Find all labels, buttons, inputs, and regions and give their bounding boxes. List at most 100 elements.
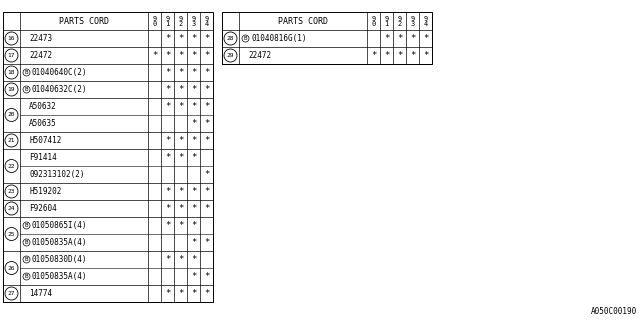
Text: A050C00190: A050C00190 <box>591 307 637 316</box>
Text: *: * <box>191 221 196 230</box>
Text: 9: 9 <box>410 16 415 22</box>
Text: 22473: 22473 <box>29 34 52 43</box>
Text: *: * <box>165 255 170 264</box>
Bar <box>222 12 432 64</box>
Text: *: * <box>204 238 209 247</box>
Bar <box>3 12 213 302</box>
Text: PARTS CORD: PARTS CORD <box>278 17 328 26</box>
Text: *: * <box>191 102 196 111</box>
Text: 14774: 14774 <box>29 289 52 298</box>
Text: *: * <box>191 68 196 77</box>
Text: F91414: F91414 <box>29 153 57 162</box>
Text: 3: 3 <box>191 21 196 27</box>
Text: 27: 27 <box>8 291 15 296</box>
Text: 22: 22 <box>8 164 15 169</box>
Text: *: * <box>410 51 415 60</box>
Text: *: * <box>178 102 183 111</box>
Text: F92604: F92604 <box>29 204 57 213</box>
Text: 26: 26 <box>8 266 15 270</box>
Text: *: * <box>204 272 209 281</box>
Text: 9: 9 <box>371 16 376 22</box>
Text: *: * <box>371 51 376 60</box>
Text: *: * <box>178 34 183 43</box>
Text: *: * <box>204 68 209 77</box>
Text: 18: 18 <box>8 70 15 75</box>
Text: *: * <box>178 221 183 230</box>
Text: 9: 9 <box>397 16 402 22</box>
Text: 3: 3 <box>410 21 415 27</box>
Text: *: * <box>204 289 209 298</box>
Text: *: * <box>165 85 170 94</box>
Text: 01040640C(2): 01040640C(2) <box>32 68 88 77</box>
Text: *: * <box>191 289 196 298</box>
Text: 19: 19 <box>8 87 15 92</box>
Text: 01050830D(4): 01050830D(4) <box>32 255 88 264</box>
Text: 2: 2 <box>397 21 402 27</box>
Text: 20: 20 <box>8 113 15 117</box>
Text: A50635: A50635 <box>29 119 57 128</box>
Text: 9: 9 <box>179 16 182 22</box>
Text: 01040816G(1): 01040816G(1) <box>251 34 307 43</box>
Text: *: * <box>204 102 209 111</box>
Text: 0: 0 <box>152 21 157 27</box>
Text: 9: 9 <box>424 16 428 22</box>
Text: *: * <box>191 204 196 213</box>
Text: B: B <box>25 70 28 75</box>
Text: *: * <box>165 187 170 196</box>
Text: 0: 0 <box>371 21 376 27</box>
Text: *: * <box>178 153 183 162</box>
Text: *: * <box>191 34 196 43</box>
Text: 01040632C(2): 01040632C(2) <box>32 85 88 94</box>
Text: *: * <box>384 34 389 43</box>
Text: *: * <box>165 102 170 111</box>
Text: PARTS CORD: PARTS CORD <box>59 17 109 26</box>
Text: *: * <box>165 51 170 60</box>
Text: 9: 9 <box>204 16 209 22</box>
Text: *: * <box>178 204 183 213</box>
Text: *: * <box>178 85 183 94</box>
Text: 9: 9 <box>191 16 196 22</box>
Text: *: * <box>204 85 209 94</box>
Text: *: * <box>191 153 196 162</box>
Text: 2: 2 <box>179 21 182 27</box>
Text: 23: 23 <box>8 189 15 194</box>
Text: B: B <box>25 274 28 279</box>
Text: H519202: H519202 <box>29 187 61 196</box>
Text: B: B <box>25 257 28 262</box>
Text: *: * <box>178 255 183 264</box>
Text: 9: 9 <box>385 16 388 22</box>
Text: B: B <box>25 87 28 92</box>
Text: *: * <box>397 51 402 60</box>
Text: *: * <box>191 272 196 281</box>
Text: 25: 25 <box>8 231 15 236</box>
Text: *: * <box>165 221 170 230</box>
Text: *: * <box>384 51 389 60</box>
Text: *: * <box>204 136 209 145</box>
Text: 16: 16 <box>8 36 15 41</box>
Text: *: * <box>191 238 196 247</box>
Text: *: * <box>410 34 415 43</box>
Text: *: * <box>178 68 183 77</box>
Text: *: * <box>204 170 209 179</box>
Text: 29: 29 <box>227 53 234 58</box>
Text: *: * <box>204 204 209 213</box>
Text: *: * <box>191 51 196 60</box>
Text: 1: 1 <box>385 21 388 27</box>
Text: 9: 9 <box>165 16 170 22</box>
Text: *: * <box>191 187 196 196</box>
Text: 9: 9 <box>152 16 157 22</box>
Text: *: * <box>191 119 196 128</box>
Text: *: * <box>423 34 428 43</box>
Text: *: * <box>165 289 170 298</box>
Text: A50632: A50632 <box>29 102 57 111</box>
Text: *: * <box>165 34 170 43</box>
Text: B: B <box>25 223 28 228</box>
Text: 22472: 22472 <box>248 51 271 60</box>
Text: 1: 1 <box>165 21 170 27</box>
Text: B: B <box>244 36 247 41</box>
Text: B: B <box>25 240 28 245</box>
Text: 21: 21 <box>8 138 15 143</box>
Text: H507412: H507412 <box>29 136 61 145</box>
Text: 22472: 22472 <box>29 51 52 60</box>
Text: *: * <box>397 34 402 43</box>
